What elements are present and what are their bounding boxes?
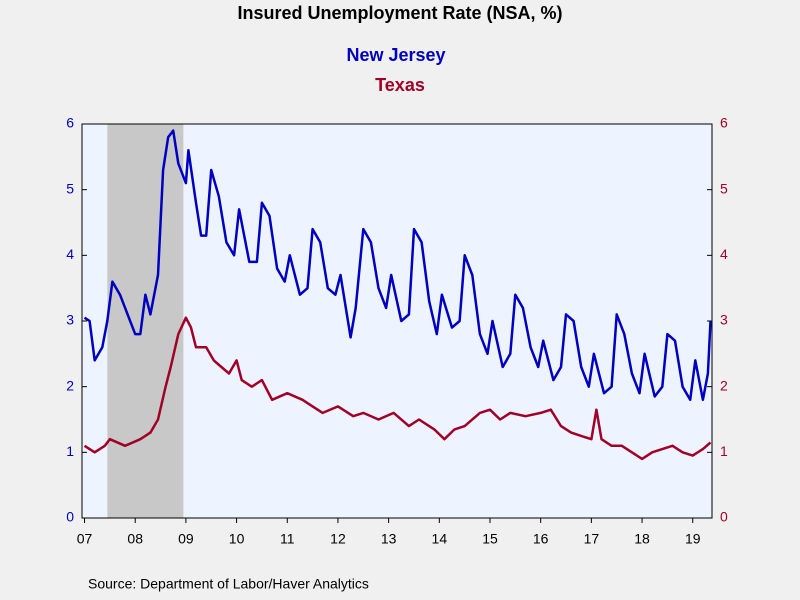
x-tick-label: 14: [432, 531, 448, 547]
legend-entry: Texas: [375, 75, 425, 95]
y2-tick-label: 4: [720, 246, 728, 262]
x-tick-label: 12: [330, 531, 346, 547]
y2-tick-label: 2: [720, 377, 728, 393]
recession-shade: [107, 124, 184, 518]
x-tick-label: 17: [584, 531, 600, 547]
y-tick-label: 6: [66, 115, 74, 131]
x-tick-label: 07: [77, 531, 93, 547]
x-tick-label: 19: [685, 531, 701, 547]
x-tick-label: 15: [482, 531, 498, 547]
y2-tick-label: 5: [720, 180, 728, 196]
y-tick-label: 1: [66, 443, 74, 459]
series-line: [83, 129, 712, 402]
y-tick-label: 2: [66, 377, 74, 393]
series-line: [83, 316, 712, 461]
legend-entry: New Jersey: [346, 45, 445, 65]
y2-tick-label: 6: [720, 115, 728, 131]
y-tick-label: 0: [66, 509, 74, 525]
chart-title: Insured Unemployment Rate (NSA, %): [237, 3, 562, 23]
y-tick-label: 4: [66, 246, 74, 262]
y2-tick-label: 1: [720, 443, 728, 459]
x-tick-label: 11: [280, 531, 295, 547]
y2-tick-label: 3: [720, 312, 728, 328]
x-tick-label: 13: [381, 531, 397, 547]
y2-tick-label: 0: [720, 509, 728, 525]
source-note: Source: Department of Labor/Haver Analyt…: [88, 576, 369, 592]
y-tick-label: 5: [66, 180, 74, 196]
x-tick-label: 09: [178, 531, 194, 547]
x-tick-label: 16: [533, 531, 549, 547]
x-tick-label: 08: [127, 531, 143, 547]
y-tick-label: 3: [66, 312, 74, 328]
x-tick-label: 10: [229, 531, 245, 547]
x-tick-label: 18: [634, 531, 650, 547]
